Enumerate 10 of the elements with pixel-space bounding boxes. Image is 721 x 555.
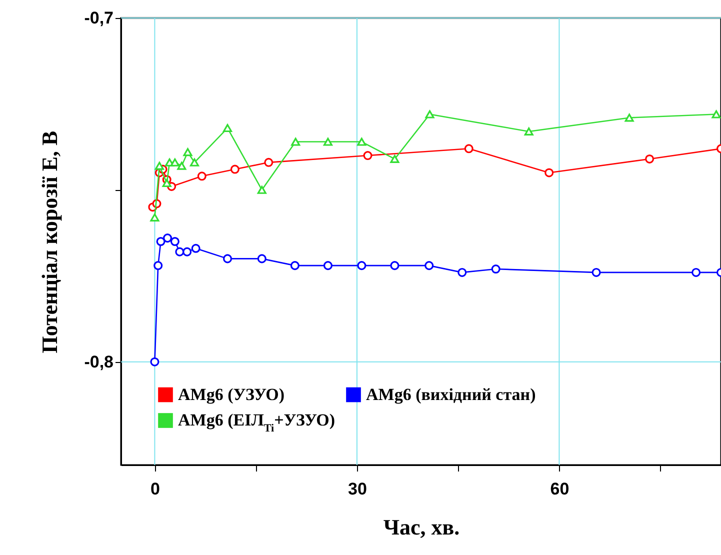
legend-label: AMg6 (вихідний стан) <box>366 384 536 404</box>
y-tick-label: -0,8 <box>84 352 114 372</box>
x-tick-label: 0 <box>150 480 160 498</box>
legend-label: AMg6 (УЗУО) <box>178 384 285 404</box>
x-axis-title: Час, хв. <box>383 514 460 540</box>
x-tick-label: 30 <box>348 480 367 498</box>
x-tick-label: 60 <box>550 480 570 498</box>
y-axis-title: Потенціал корозії E, В <box>37 130 62 354</box>
legend-label: AMg6 (ЕІЛ$_{Ti}$+УЗУО) <box>178 410 336 434</box>
y-tick-label: -0,7 <box>84 8 114 28</box>
